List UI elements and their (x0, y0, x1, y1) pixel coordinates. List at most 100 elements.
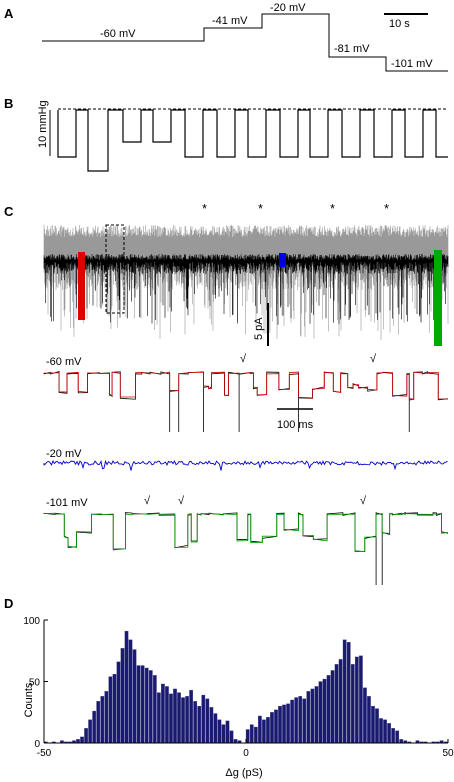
check-mark-3: √ (144, 495, 151, 507)
histogram-bar (120, 648, 125, 744)
histogram-bar (294, 697, 299, 744)
highlight-blue-segment (279, 253, 286, 267)
histogram-bar (290, 699, 295, 744)
histogram-bar (338, 659, 343, 744)
histogram-bar (128, 639, 133, 744)
histogram-bar (144, 667, 149, 744)
panel-label-b: B (4, 96, 13, 111)
histogram-bar (245, 729, 250, 744)
histogram-bar (334, 664, 339, 744)
histogram-bar (306, 691, 311, 744)
histogram-bar (302, 698, 307, 744)
histogram-bar (124, 630, 129, 744)
y-tick-label: 50 (29, 678, 41, 689)
histogram-bar (193, 701, 198, 744)
histogram-bar (257, 715, 262, 744)
histogram-bars (43, 630, 448, 744)
histogram-bar (379, 718, 383, 744)
histogram-bar (278, 705, 282, 744)
overview-trace-black (43, 254, 449, 325)
check-mark-1: √ (240, 353, 247, 365)
histogram-bar (367, 696, 371, 744)
step-label-101: -101 mV (391, 58, 433, 70)
time-scalebar-label: 10 s (389, 18, 410, 30)
time-scalebar-100ms-label: 100 ms (277, 419, 314, 431)
histogram-bar (173, 688, 177, 744)
check-mark-2: √ (370, 353, 377, 365)
trace-101mv-black (43, 511, 449, 585)
histogram-bar (100, 696, 105, 744)
histogram-bar (330, 670, 335, 744)
zoom-dashed-box (105, 224, 125, 314)
histogram-bar (209, 707, 214, 744)
histogram-bar (375, 708, 379, 744)
x-tick-label: 0 (243, 748, 249, 759)
histogram-bar (249, 724, 254, 744)
step-label-41: -41 mV (212, 15, 248, 27)
histogram-bar (286, 703, 290, 744)
histogram-bar (282, 704, 286, 744)
current-scalebar-label: 5 pA (253, 317, 265, 340)
histogram-bar (314, 686, 319, 744)
histogram-bar (395, 730, 400, 744)
histogram-bar (354, 656, 359, 744)
asterisk-2: * (258, 201, 263, 216)
histogram-bar (217, 719, 222, 744)
trace-label-101mv: -101 mV (46, 497, 88, 509)
histogram-bar (165, 686, 169, 744)
histogram-bar (229, 730, 234, 744)
highlight-green-segment (434, 250, 442, 346)
histogram-bar (350, 664, 355, 744)
histogram-bar (161, 683, 165, 744)
y-axis-label: Counts (23, 682, 35, 717)
trace-color-path (43, 371, 449, 400)
y-tick-label: 100 (23, 616, 40, 627)
histogram-bar (132, 649, 137, 744)
histogram-bar (342, 639, 347, 744)
histogram-bar (270, 712, 274, 744)
histogram-bar (112, 673, 117, 744)
x-tick-label: -50 (37, 748, 52, 759)
trace-black-path (43, 511, 449, 585)
histogram-bar (201, 694, 206, 744)
histogram-bar (148, 670, 153, 744)
histogram-bar (169, 693, 173, 744)
histogram-bar (391, 728, 396, 744)
voltage-protocol-trace (42, 13, 448, 72)
trace-60mv-red (43, 371, 449, 400)
histogram-bar (84, 728, 88, 744)
histogram-bar (140, 665, 145, 744)
trace-101mv-green (43, 512, 449, 553)
histogram-bar (213, 713, 218, 744)
histogram-bar (318, 681, 323, 744)
asterisk-3: * (330, 201, 335, 216)
histogram-bar (363, 687, 367, 744)
trace-20mv-path (43, 459, 448, 471)
histogram-bar (156, 692, 161, 744)
histogram-bar (177, 692, 181, 744)
histogram-bar (233, 739, 238, 744)
histogram-bar (104, 691, 109, 744)
histogram-bar (189, 689, 194, 744)
pressure-scalebar-label: 10 mmHg (37, 100, 49, 148)
step-label-60: -60 mV (100, 28, 136, 40)
panel-label-a: A (4, 6, 14, 21)
histogram-bar (298, 696, 303, 744)
asterisk-1: * (202, 201, 207, 216)
trace-label-20mv: -20 mV (46, 448, 82, 460)
trace-label-60mv: -60 mV (46, 356, 82, 368)
histogram-bar (136, 665, 141, 744)
histogram-bar (221, 724, 226, 744)
histogram-bar (274, 709, 278, 744)
x-tick-label: 50 (442, 748, 454, 759)
highlight-red-segment (78, 252, 85, 320)
histogram-bar (96, 701, 101, 744)
histogram-bar (358, 655, 363, 744)
trace-60mv-black (43, 370, 449, 432)
histogram-bar (266, 717, 270, 744)
histogram-bar (387, 723, 391, 744)
histogram-bar (205, 698, 210, 744)
trace-black-path (43, 370, 449, 432)
